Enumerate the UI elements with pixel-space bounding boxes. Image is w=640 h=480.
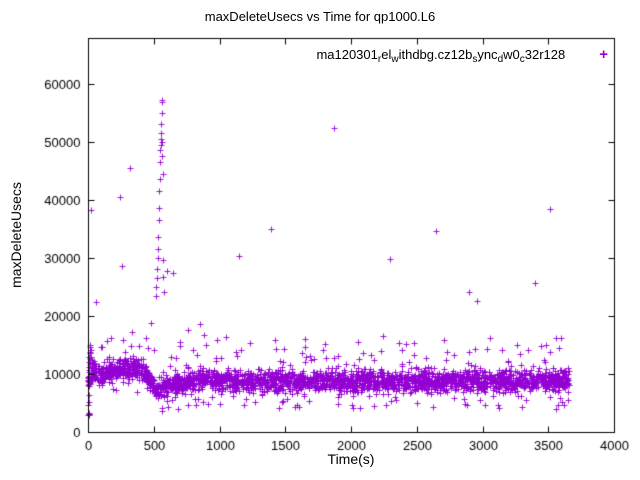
legend: ma120301relwithdbg.cz12bsyncdw0c32r128 +: [88, 45, 614, 65]
y-axis-label: maxDeleteUsecs: [8, 182, 24, 288]
chart-title: maxDeleteUsecs vs Time for qp1000.L6: [204, 9, 436, 24]
x-axis-label: Time(s): [327, 451, 375, 467]
legend-series-label: ma120301relwithdbg.cz12bsyncdw0c32r128: [316, 46, 566, 65]
plus-marker-icon: +: [599, 45, 608, 63]
